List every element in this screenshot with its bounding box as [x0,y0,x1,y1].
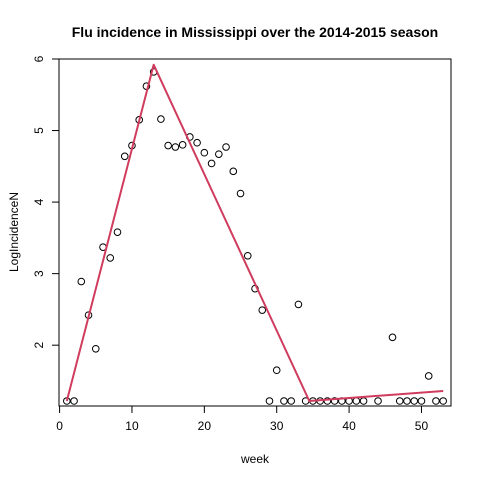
chart-title: Flu incidence in Mississippi over the 20… [72,24,438,40]
fit-line-group [65,63,444,402]
data-point [178,141,187,149]
data-point [70,397,78,405]
data-point [374,397,382,405]
data-point [164,141,172,150]
data-point [359,397,368,405]
x-tick-label: 20 [198,419,212,433]
x-tick-label: 0 [56,419,63,433]
data-point [193,138,201,147]
data-point [265,397,274,405]
y-tick-label: 3 [32,270,46,277]
x-tick-label: 50 [415,419,429,433]
data-point [113,228,122,236]
data-point [388,333,397,342]
data-point [120,152,129,161]
y-tick-label: 6 [32,55,46,62]
y-axis: 2 3 4 5 6 [32,55,59,349]
data-point [157,115,165,123]
data-point [403,397,411,405]
data-point [417,397,426,405]
data-point [410,397,419,405]
data-point [424,372,433,380]
data-point [91,344,100,353]
data-point [77,277,86,286]
data-point [258,306,267,314]
data-point [207,159,216,168]
data-point [432,397,440,405]
data-point [200,148,209,157]
x-axis-label: week [240,452,270,466]
data-point [215,150,223,158]
y-tick-label: 4 [32,198,46,205]
data-point [439,397,447,405]
data-point [352,397,361,405]
data-point [280,397,288,405]
plot-frame [58,58,452,407]
data-point [330,397,339,405]
data-points [63,68,447,405]
data-point [243,251,252,260]
data-point [272,366,281,375]
data-point [323,397,332,405]
y-tick-label: 2 [32,342,46,349]
data-point [222,143,230,151]
data-point [395,397,404,405]
x-tick-label: 10 [125,419,139,433]
x-axis: 0 10 20 30 40 50 [56,406,428,433]
data-point [106,254,115,262]
data-point [287,397,295,405]
x-tick-label: 40 [342,419,356,433]
x-tick-label: 30 [270,419,284,433]
y-axis-label: LogIncidenceN [7,192,21,272]
data-point [171,143,180,151]
fit-line [65,63,444,402]
data-point [294,300,303,309]
data-point [236,189,245,198]
y-tick-label: 5 [32,127,46,134]
data-point [229,167,238,176]
